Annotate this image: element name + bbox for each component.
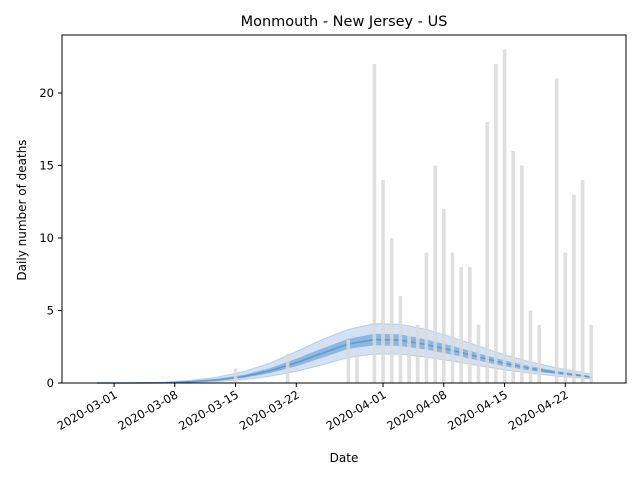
y-tick-label: 10 xyxy=(39,231,54,245)
x-tick-label: 2020-04-22 xyxy=(506,387,571,433)
y-axis-label: Daily number of deaths xyxy=(15,139,29,280)
chart-title: Monmouth - New Jersey - US xyxy=(241,14,448,30)
bar xyxy=(398,296,403,383)
y-tick-label: 5 xyxy=(47,304,54,318)
bar xyxy=(433,165,437,383)
y-tick-label: 20 xyxy=(39,86,54,100)
bar xyxy=(502,49,507,383)
bar xyxy=(520,165,524,383)
bar xyxy=(233,368,238,383)
bar xyxy=(476,325,481,383)
x-tick-label: 2020-03-01 xyxy=(55,387,120,433)
x-tick-label: 2020-04-08 xyxy=(384,387,449,433)
bar xyxy=(415,325,420,383)
outer-band xyxy=(96,323,592,384)
bar xyxy=(494,64,498,383)
bar xyxy=(450,252,455,383)
bar xyxy=(285,354,290,383)
bar xyxy=(528,310,533,383)
bar xyxy=(554,78,559,383)
x-tick-label: 2020-04-01 xyxy=(324,387,389,433)
bar xyxy=(389,238,394,383)
x-tick-label: 2020-03-15 xyxy=(176,387,241,433)
bar xyxy=(467,267,472,383)
bar xyxy=(372,64,377,383)
bar xyxy=(537,325,542,383)
bar xyxy=(580,180,585,383)
bar xyxy=(589,325,594,383)
bar xyxy=(355,354,359,383)
x-tick-label: 2020-03-22 xyxy=(237,387,302,433)
x-axis-label: Date xyxy=(330,451,359,465)
bar xyxy=(381,180,385,383)
bars-group xyxy=(233,49,594,383)
bar xyxy=(511,151,516,383)
inner-band xyxy=(96,333,592,383)
bar xyxy=(572,194,576,383)
bar xyxy=(407,325,411,383)
y-tick-label: 15 xyxy=(39,159,54,173)
bar xyxy=(485,122,489,383)
x-tick-label: 2020-03-08 xyxy=(115,387,180,433)
bar xyxy=(424,252,429,383)
x-tick-label: 2020-04-15 xyxy=(445,387,510,433)
bar xyxy=(459,267,463,383)
median-line xyxy=(96,338,592,384)
bar xyxy=(441,209,446,383)
bar xyxy=(346,339,351,383)
model-bands xyxy=(96,323,592,384)
bar xyxy=(563,252,568,383)
plot-frame xyxy=(61,34,627,384)
y-tick-label: 0 xyxy=(47,376,54,390)
